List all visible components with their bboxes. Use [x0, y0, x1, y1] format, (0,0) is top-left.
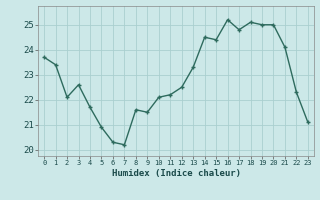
X-axis label: Humidex (Indice chaleur): Humidex (Indice chaleur): [111, 169, 241, 178]
